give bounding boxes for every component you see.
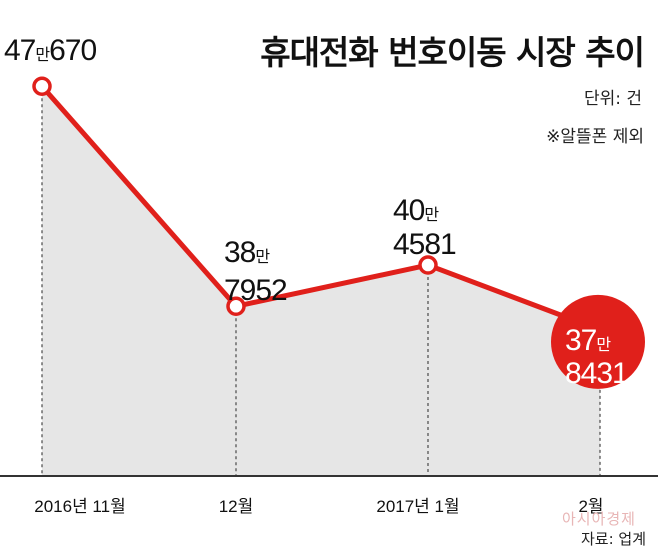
x-tick-label-1: 12월	[219, 497, 254, 516]
watermark-text: 아시아경제	[561, 510, 636, 528]
point-marker-1	[226, 296, 246, 317]
series-line	[39, 83, 603, 333]
x-tick-label-3: 2월	[578, 497, 603, 516]
data-label-1: 38만 7952	[224, 236, 287, 307]
data-label-2: 40만 4581	[393, 194, 456, 261]
data-label-3: 37만 8431	[565, 324, 628, 390]
source-label: 자료: 업계	[580, 530, 646, 548]
area-fill	[42, 86, 600, 477]
point-marker-0	[32, 76, 52, 97]
note-label: ※알뜰폰 제외	[546, 127, 644, 147]
x-tick-label-0: 2016년 11월	[34, 497, 125, 516]
chart-title: 휴대전화 번호이동 시장 추이	[260, 33, 645, 72]
highlight-point-marker	[551, 294, 645, 389]
unit-label: 단위: 건	[583, 89, 642, 109]
x-tick-label-2: 2017년 1월	[376, 497, 459, 516]
data-label-0: 47만670	[4, 34, 96, 67]
point-marker-2	[418, 255, 438, 275]
